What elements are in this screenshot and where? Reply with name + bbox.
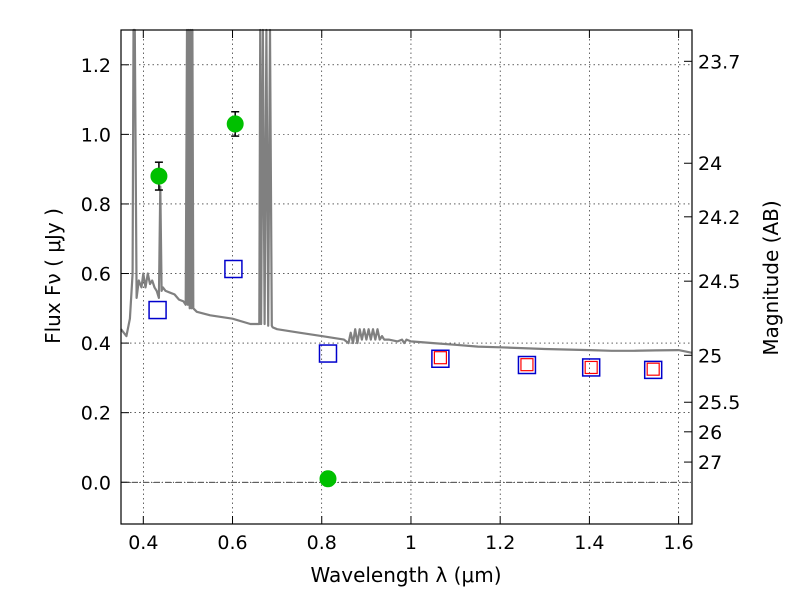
right-tick-label: 27 (698, 452, 722, 474)
right-tick-label: 26 (698, 422, 722, 444)
model-square-inner (584, 360, 598, 375)
model-square (224, 259, 243, 279)
y-right-axis-label: Magnitude (AB) (759, 200, 783, 355)
x-tick-label: 0.8 (307, 532, 337, 554)
x-tick-label: 1 (405, 532, 417, 554)
right-tick-label: 24.5 (698, 271, 740, 293)
x-tick-label: 0.4 (128, 532, 158, 554)
y-tick-label: 0.6 (81, 264, 111, 286)
ticks-layer: 0.4 0.6 0.8 1 1.2 1.4 1.6 0.0 0.2 0.4 0.6 0.8 1.0 1.2… (81, 30, 740, 554)
model-square (318, 344, 338, 363)
model-square-inner (433, 351, 448, 365)
y-tick-label: 0.8 (81, 194, 111, 216)
right-tick-label: 25 (698, 345, 722, 367)
right-tick-label: 24 (698, 153, 722, 175)
grid (121, 30, 692, 524)
flux-point (226, 115, 244, 133)
y-tick-label: 1.0 (81, 124, 111, 146)
model-square-inner (520, 358, 534, 372)
y-tick-label: 0.4 (81, 333, 111, 355)
x-axis-label: Wavelength λ (μm) (310, 563, 501, 587)
flux-point (150, 167, 168, 185)
y-tick-label: 1.2 (81, 55, 111, 77)
right-tick-label: 25.5 (698, 392, 740, 414)
flux-point (319, 470, 337, 488)
model-square-inner (646, 362, 660, 376)
y-tick-label: 0.2 (81, 403, 111, 425)
spectrum-line (120, 28, 693, 354)
x-tick-label: 1.6 (664, 532, 694, 554)
y-tick-label: 0.0 (81, 472, 111, 494)
x-tick-label: 1.2 (485, 532, 515, 554)
model-square (517, 355, 537, 375)
x-tick-label: 0.6 (217, 532, 247, 554)
right-tick-label: 24.2 (698, 207, 740, 229)
plot-frame (120, 29, 693, 525)
points-layer (148, 111, 663, 488)
y-axis-label: Flux Fν ( μJy ) (41, 208, 65, 344)
right-tick-label: 23.7 (698, 51, 740, 73)
model-square (431, 349, 450, 369)
x-tick-label: 1.4 (574, 532, 604, 554)
spectrum-layer (120, 28, 693, 354)
model-square (643, 360, 663, 380)
model-square (148, 300, 167, 320)
model-square (581, 358, 601, 377)
